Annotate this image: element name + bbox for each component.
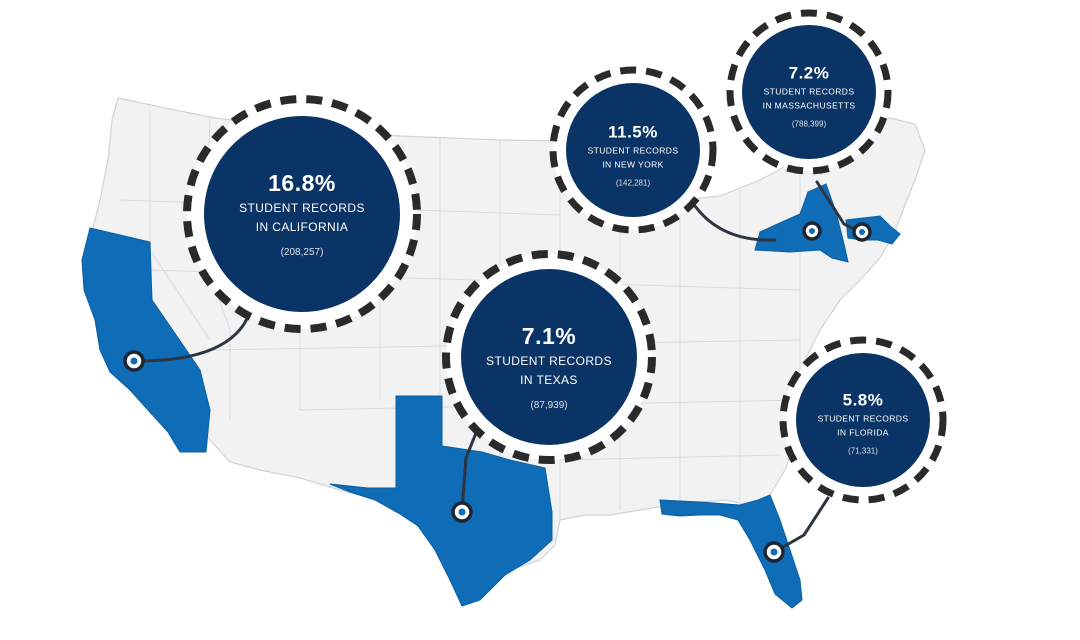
california-percent: 16.8%: [268, 170, 336, 196]
pin-texas: [451, 501, 473, 523]
florida-count: (71,331): [848, 446, 878, 456]
state-texas: [329, 395, 553, 607]
callout-texas: 7.1% STUDENT RECORDS IN TEXAS (87,939): [464, 323, 634, 411]
florida-label-line2: IN FLORIDA: [837, 427, 889, 437]
pin-massachusetts: [852, 222, 872, 242]
california-callout-circle: [204, 116, 400, 312]
new-york-callout-circle: [566, 83, 700, 217]
massachusetts-percent: 7.2%: [788, 63, 830, 83]
callout-new-york: 11.5% STUDENT RECORDS IN NEW YORK (142,2…: [573, 122, 693, 187]
leader-florida: [774, 496, 830, 553]
massachusetts-label-line1: STUDENT RECORDS: [763, 86, 855, 97]
new-york-label-line1: STUDENT RECORDS: [587, 145, 679, 156]
florida-label-line1: STUDENT RECORDS: [817, 413, 909, 424]
california-label-line2: IN CALIFORNIA: [255, 220, 349, 234]
state-florida: [659, 494, 803, 609]
california-label-line1: STUDENT RECORDS: [239, 201, 365, 215]
new-york-percent: 11.5%: [608, 122, 658, 142]
texas-label-line1: STUDENT RECORDS: [486, 354, 612, 368]
state-california: [81, 227, 211, 453]
texas-callout-circle: [461, 269, 637, 445]
pin-california: [123, 350, 145, 372]
new-york-count: (142,281): [615, 178, 651, 188]
massachusetts-count: (788,399): [791, 119, 827, 129]
texas-percent: 7.1%: [521, 323, 577, 349]
texas-label-line2: IN TEXAS: [520, 373, 578, 387]
florida-callout-circle: [796, 353, 930, 487]
leader-new-york: [693, 204, 777, 242]
leader-california: [132, 310, 252, 363]
pin-florida: [763, 541, 785, 563]
texas-count: (87,939): [530, 400, 568, 411]
california-count: (208,257): [280, 247, 324, 258]
callout-california: 16.8% STUDENT RECORDS IN CALIFORNIA (208…: [207, 170, 397, 258]
florida-percent: 5.8%: [842, 390, 884, 410]
callout-massachusetts: 7.2% STUDENT RECORDS IN MASSACHUSETTS (7…: [749, 63, 869, 128]
massachusetts-callout-circle: [742, 25, 876, 159]
callout-florida: 5.8% STUDENT RECORDS IN FLORIDA (71,331): [803, 390, 923, 455]
new-york-label-line2: IN NEW YORK: [602, 159, 664, 169]
massachusetts-label-line2: IN MASSACHUSETTS: [762, 100, 856, 110]
pin-new-york: [802, 221, 822, 241]
